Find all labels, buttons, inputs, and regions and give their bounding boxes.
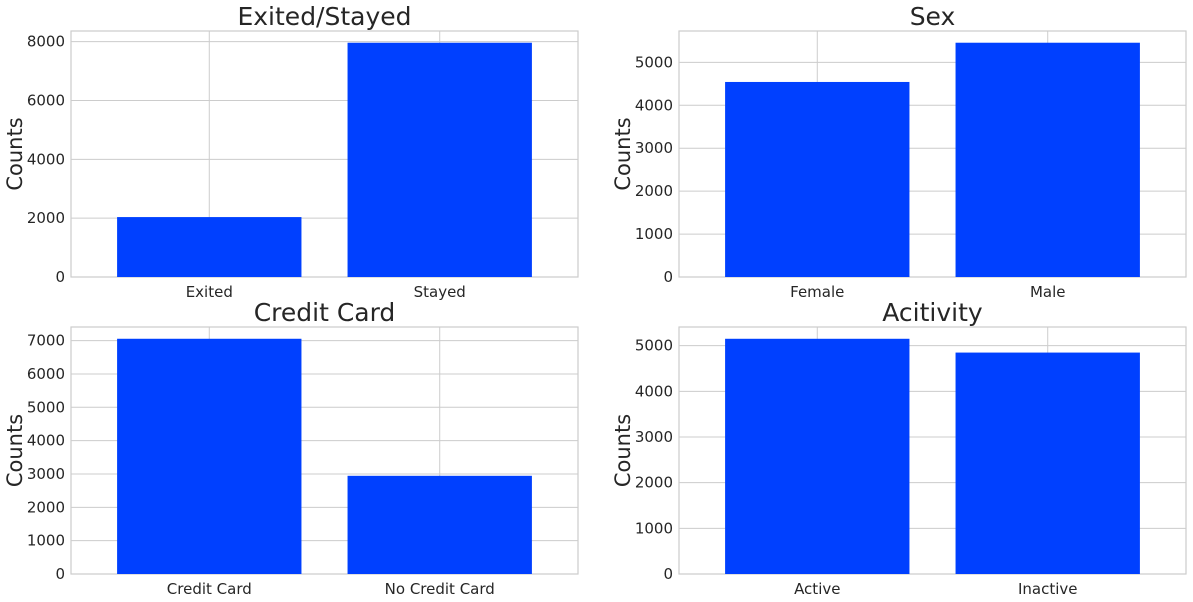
y-tick-label: 0 (663, 268, 673, 286)
y-tick-label: 4000 (635, 382, 673, 400)
y-tick-label: 0 (55, 268, 65, 286)
x-tick-label: Female (790, 283, 844, 301)
y-axis-label: Counts (611, 117, 635, 190)
chart-panel-4: 0 1000 2000 3000 4000 5000 Active Inactive Aciti… (611, 298, 1187, 598)
chart-title: Exited/Stayed (237, 2, 411, 31)
bar-credit-card (117, 338, 302, 574)
chart-panel-2: 0 1000 2000 3000 4000 5000 Female Male Sex Counts (611, 2, 1187, 301)
y-tick-label: 5000 (27, 398, 65, 416)
chart-panel-3: 0 1000 2000 3000 4000 5000 6000 7000 Credit Card… (3, 298, 579, 598)
x-tick-label: No Credit Card (385, 580, 495, 598)
y-axis-label: Counts (3, 414, 27, 487)
y-tick-label: 1000 (27, 532, 65, 550)
y-tick-label: 5000 (635, 53, 673, 71)
y-axis-label: Counts (611, 414, 635, 487)
y-tick-label: 3000 (635, 139, 673, 157)
bar-no-credit-card (347, 475, 532, 574)
y-tick-label: 4000 (635, 96, 673, 114)
y-tick-label: 2000 (635, 182, 673, 200)
y-tick-label: 1000 (635, 225, 673, 243)
y-tick-label: 7000 (27, 332, 65, 350)
chart-title: Credit Card (254, 298, 396, 327)
y-tick-label: 6000 (27, 91, 65, 109)
y-tick-label: 6000 (27, 365, 65, 383)
chart-panel-1: 0 2000 4000 6000 8000 Exited Stayed Exited/Stay… (3, 2, 579, 301)
bar-male (955, 42, 1140, 278)
x-tick-label: Male (1030, 283, 1066, 301)
y-tick-label: 2000 (635, 474, 673, 492)
chart-title: Sex (910, 2, 956, 31)
bar-exited (117, 217, 302, 277)
bar-active (725, 338, 910, 574)
x-tick-label: Exited (186, 283, 233, 301)
bar-stayed (347, 42, 532, 278)
y-tick-label: 2000 (27, 498, 65, 516)
y-tick-label: 4000 (27, 150, 65, 168)
x-tick-label: Credit Card (167, 580, 252, 598)
x-tick-label: Active (794, 580, 840, 598)
y-tick-label: 4000 (27, 432, 65, 450)
y-axis-label: Counts (3, 117, 27, 190)
y-tick-label: 0 (663, 565, 673, 583)
chart-title: Acitivity (882, 298, 983, 327)
y-tick-label: 5000 (635, 337, 673, 355)
bar-inactive (955, 352, 1140, 574)
y-tick-label: 0 (55, 565, 65, 583)
y-tick-label: 3000 (635, 428, 673, 446)
y-tick-label: 8000 (27, 33, 65, 51)
x-tick-label: Inactive (1018, 580, 1078, 598)
y-tick-label: 3000 (27, 465, 65, 483)
bar-female (725, 81, 910, 278)
y-tick-label: 1000 (635, 519, 673, 537)
x-tick-label: Stayed (414, 283, 466, 301)
y-tick-label: 2000 (27, 209, 65, 227)
